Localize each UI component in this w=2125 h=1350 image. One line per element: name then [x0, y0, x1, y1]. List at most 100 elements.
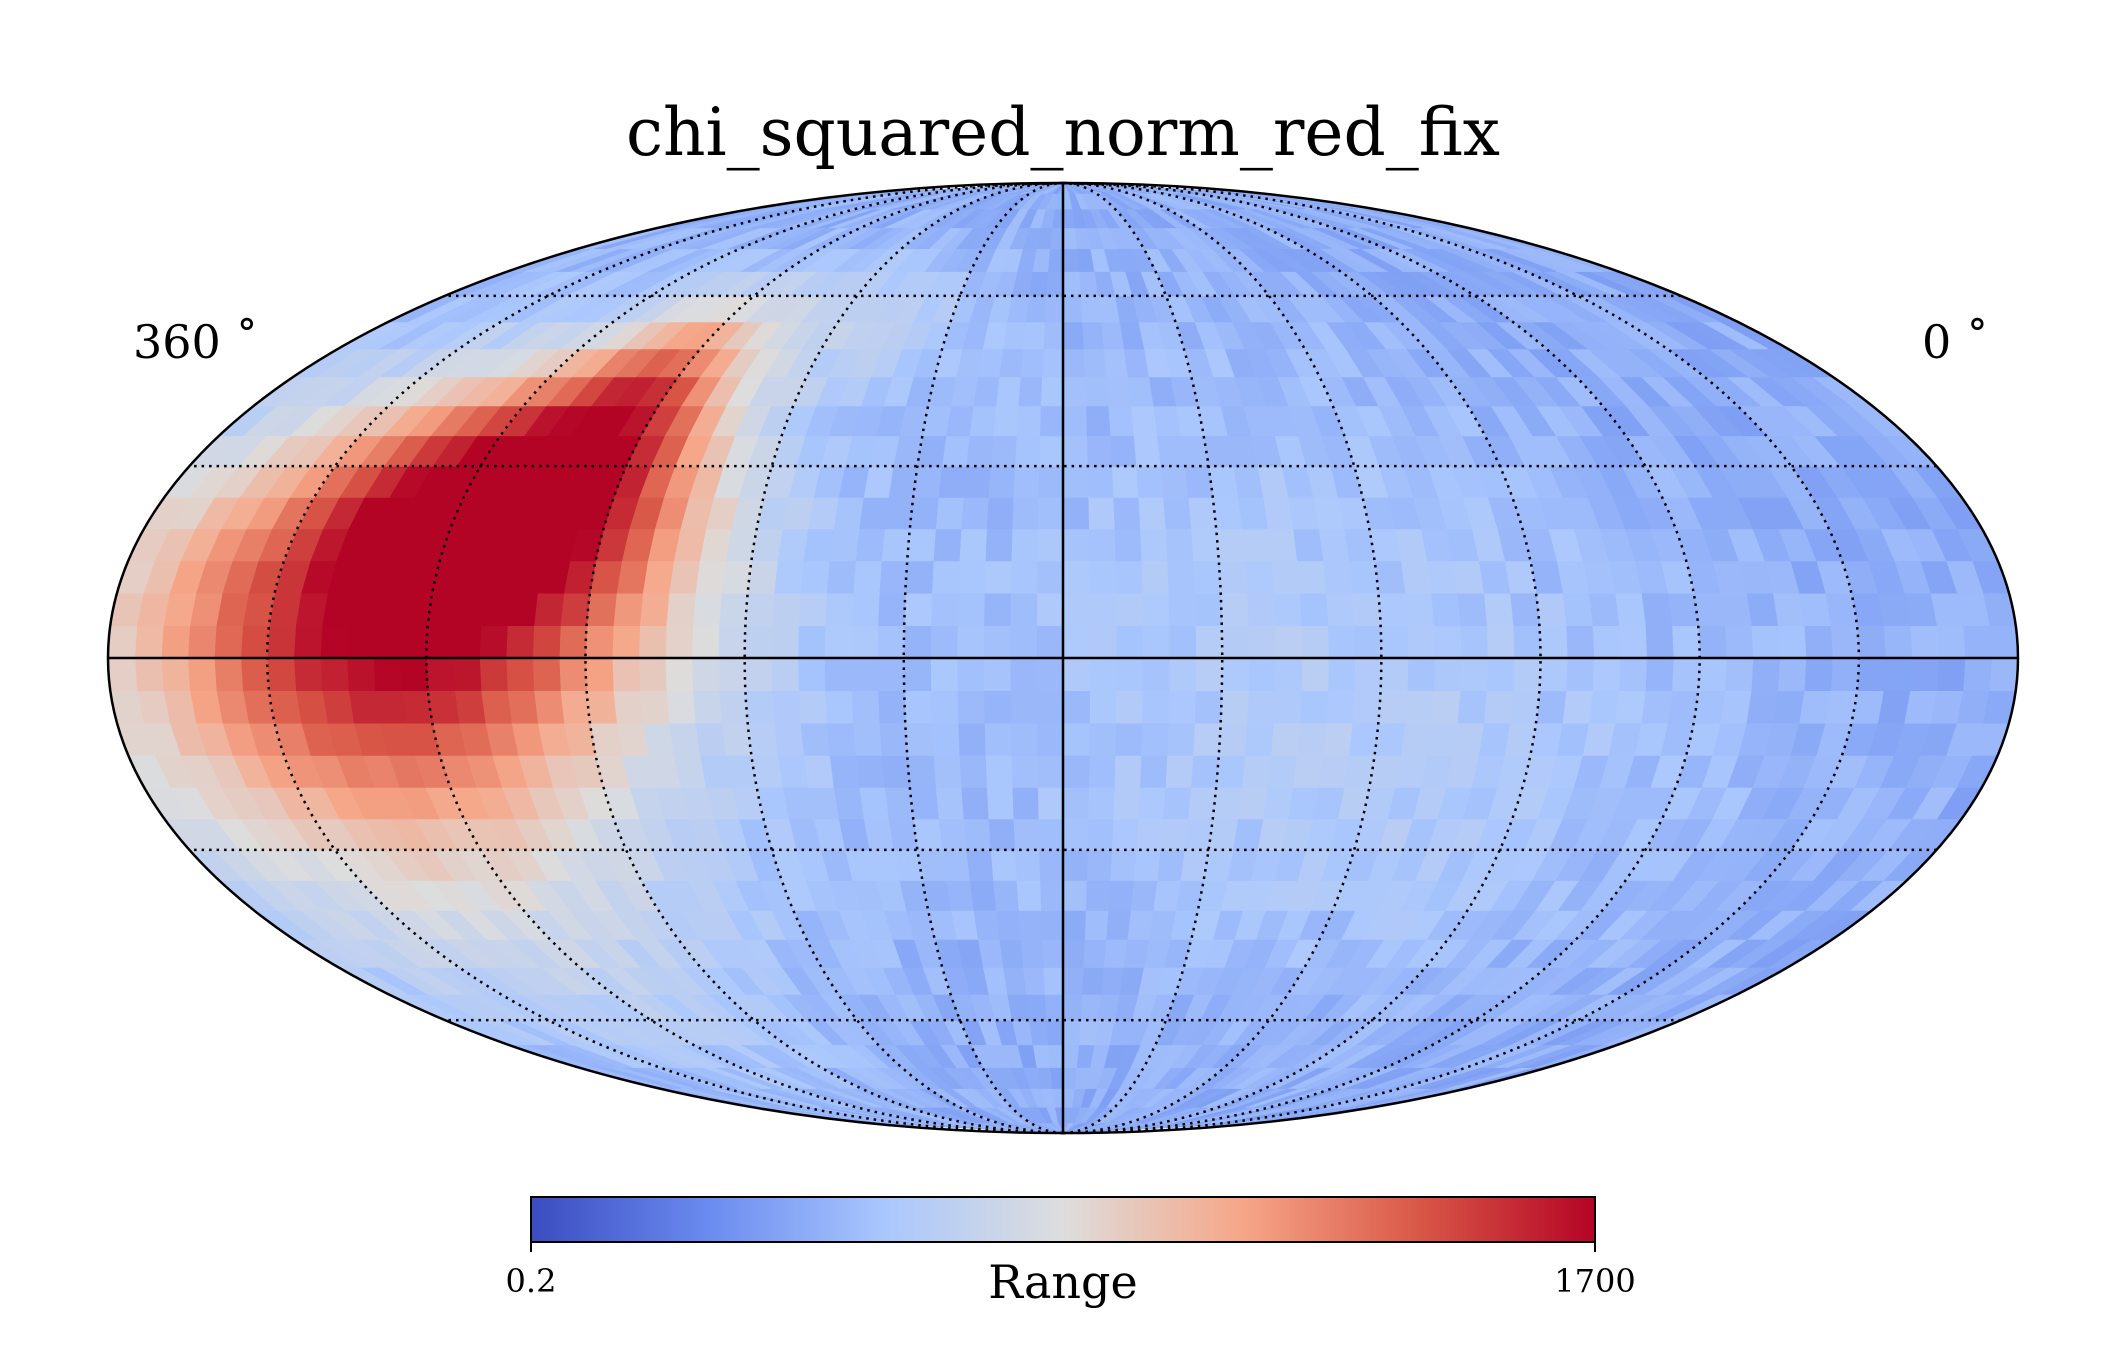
sky-pixel — [1212, 786, 1243, 820]
sky-pixel — [1087, 754, 1116, 788]
sky-pixel — [1404, 690, 1435, 724]
sky-pixel — [878, 722, 908, 756]
sky-pixel — [1187, 786, 1217, 820]
sky-pixel — [1241, 754, 1272, 788]
sky-pixel — [1086, 465, 1114, 498]
sky-pixel — [1697, 657, 1727, 691]
sky-pixel — [983, 722, 1012, 756]
sky-pixel — [1062, 657, 1090, 691]
sky-pixel — [934, 496, 964, 530]
sky-pixel — [1482, 690, 1514, 724]
sky-pixel — [1296, 560, 1327, 594]
sky-pixel — [1038, 435, 1064, 467]
sky-pixel — [1088, 592, 1117, 626]
graticule — [108, 181, 2018, 1135]
map-border — [106, 181, 2020, 1135]
sky-pixel — [720, 722, 752, 756]
sky-pixel — [1380, 625, 1409, 659]
sky-pixel — [1082, 348, 1107, 378]
sky-pixel — [1909, 625, 1939, 659]
sky-pixel — [880, 754, 911, 788]
sky-pixel — [797, 690, 828, 724]
sky-pixel — [828, 754, 860, 788]
sky-pixel — [941, 849, 970, 881]
sky-pixel — [1083, 376, 1109, 407]
sky-pixel — [983, 690, 1011, 724]
sky-pixel — [1193, 592, 1223, 626]
sky-pixel — [505, 625, 535, 659]
sky-pixel — [1088, 690, 1117, 724]
sky-pixel — [989, 849, 1017, 881]
sky-pixel — [1062, 496, 1090, 530]
sky-pixel — [1962, 625, 1993, 659]
sky-pixel — [1614, 690, 1646, 724]
sky-pixel — [903, 657, 932, 691]
sky-pixel — [1561, 690, 1593, 724]
sky-pixel — [1122, 348, 1150, 378]
sky-pixel — [1062, 592, 1091, 626]
sky-pixel — [797, 625, 826, 659]
sky-pixel — [1062, 321, 1084, 350]
sky-pixel — [1208, 818, 1239, 851]
sky-pixel — [1107, 405, 1134, 437]
sky-pixel — [1425, 722, 1458, 756]
sky-pixel — [941, 435, 970, 467]
sky-pixel — [1456, 592, 1487, 626]
sky-pixel — [665, 592, 696, 626]
sky-pixel — [909, 496, 939, 530]
sky-pixel — [399, 657, 429, 691]
sky-pixel — [533, 592, 565, 626]
sky-pixel — [929, 625, 958, 659]
sky-pixel — [213, 657, 244, 691]
sky-pixel — [691, 657, 720, 691]
sky-pixel — [1274, 625, 1303, 659]
sky-pixel — [1270, 722, 1301, 756]
sky-pixel — [802, 754, 834, 788]
sky-pixel — [1272, 592, 1302, 626]
sky-pixel — [960, 786, 989, 820]
sky-pixel — [992, 879, 1019, 911]
sky-pixel — [984, 528, 1013, 562]
sky-pixel — [427, 690, 460, 724]
sky-pixel — [452, 625, 482, 659]
sky-pixel — [480, 592, 512, 626]
sky-pixel — [1322, 560, 1353, 594]
sky-pixel — [1300, 657, 1329, 691]
sky-pixel — [1141, 625, 1170, 659]
sky-pixel — [1353, 625, 1382, 659]
sky-pixel — [770, 657, 799, 691]
sky-pixel — [1377, 592, 1408, 626]
sky-pixel — [1509, 690, 1540, 724]
sky-pixel — [1115, 592, 1143, 626]
sky-pixel — [1166, 722, 1195, 756]
sky-pixel — [108, 625, 138, 659]
sky-pixel — [982, 625, 1011, 659]
sky-pixel — [1099, 966, 1124, 995]
sky-pixel — [1036, 528, 1064, 562]
sky-pixel — [213, 625, 244, 659]
sky-pixel — [1190, 528, 1220, 562]
sky-pixel — [987, 818, 1016, 851]
sky-pixel — [1208, 465, 1239, 498]
sky-pixel — [1159, 818, 1189, 851]
sky-pixel — [1114, 722, 1143, 756]
sky-pixel — [1041, 938, 1064, 968]
sky-pixel — [1882, 625, 1913, 659]
sky-pixel — [958, 528, 987, 562]
sky-pixel — [1109, 435, 1137, 467]
sky-pixel — [1374, 722, 1406, 756]
sky-pixel — [824, 690, 854, 724]
sky-pixel — [1266, 754, 1298, 788]
sky-pixel — [1062, 465, 1089, 498]
sky-pixel — [1089, 625, 1117, 659]
sky-pixel — [1009, 560, 1038, 594]
sky-pixel — [937, 465, 967, 498]
sky-pixel — [1077, 1019, 1098, 1046]
sky-pixel — [1327, 657, 1356, 691]
sky-pixel — [319, 625, 349, 659]
sky-pixel — [1451, 722, 1485, 756]
sky-pixel — [1062, 690, 1091, 724]
sky-pixel — [1039, 376, 1064, 407]
sky-pixel — [1038, 849, 1064, 881]
sky-pixel — [187, 657, 217, 691]
